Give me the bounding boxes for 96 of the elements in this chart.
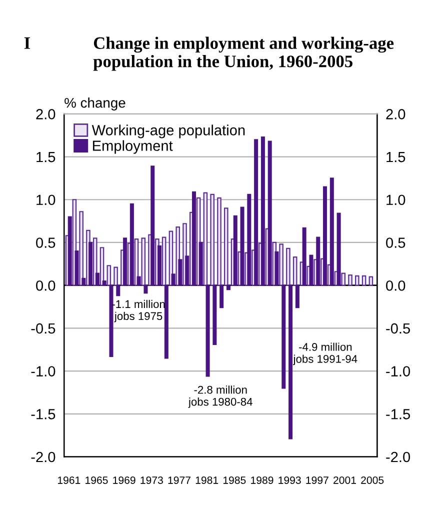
bar [79,211,84,286]
bar [130,203,134,286]
bar [198,242,203,286]
bar [330,178,334,286]
bar [123,238,128,286]
bar [206,284,210,377]
x-tick-label: 1977 [168,476,190,484]
bar [279,244,284,286]
bar [192,191,196,286]
y-tick-label: 2.0 [36,109,56,120]
bar [224,208,228,286]
bar [106,265,112,286]
y2-tick-label: 1.0 [386,194,406,206]
y-tick-label: -0.5 [31,323,56,334]
text: I [24,37,30,49]
y-tick-label: -1.5 [31,409,56,420]
x-tick-label: 1973 [140,476,163,484]
bar [136,276,141,286]
y-axis-title: % change [64,98,126,110]
y-tick-label: -1.0 [31,366,56,376]
annotation: -2.8 million jobs 1980-84 [188,386,252,408]
bar [164,284,168,359]
y2-tick-label: -1.0 [386,366,410,376]
y-tick-label: 0.0 [36,280,56,291]
y2-tick-label: 2.0 [386,109,406,120]
bar [88,242,93,286]
bar [220,284,224,308]
x-tick-label: 1961 [58,476,80,484]
legend-label: Working-age population [92,124,245,138]
bar [217,197,222,286]
x-tick-label: 1981 [196,476,218,484]
y-tick-label: 1.0 [36,194,56,206]
bar [274,251,279,286]
bar [292,256,298,286]
bar [355,275,360,286]
bar [102,280,106,286]
bar [336,212,341,286]
bar [247,194,252,286]
x-tick-label: 2001 [334,476,356,484]
x-tick-label: 1965 [86,476,108,484]
y-tick-label: -2.0 [31,452,56,462]
bar [95,272,100,286]
bar [309,254,314,286]
bar [254,139,258,286]
bar [144,284,148,294]
chart-title: Change in employment and working-age population in the Union, 1960-2005 [93,36,394,71]
y-tick-label: 0.5 [36,238,56,248]
bar [82,278,86,286]
bar [226,284,230,290]
bar [323,186,328,286]
bar [362,275,366,286]
x-tick-label: 1993 [278,476,301,484]
bar [233,215,238,286]
y2-tick-label: -0.5 [386,323,410,334]
bar [171,274,176,286]
bar [348,274,352,286]
x-tick-label: 1997 [306,476,328,484]
bar [141,238,146,286]
bar [210,194,214,286]
bar [68,216,72,286]
bar [302,227,306,286]
bar [178,259,182,286]
bar [316,236,320,286]
y2-tick-label: 0.5 [386,238,406,248]
bar [341,272,346,286]
legend-label: Employment [92,140,173,154]
y2-tick-label: -1.5 [386,409,410,420]
bar [282,284,286,389]
y2-tick-label: 1.5 [386,152,406,162]
bar [100,247,104,286]
x-tick-label: 1969 [113,476,136,484]
bar [185,256,190,286]
x-tick-label: 1989 [251,476,274,484]
y2-tick-label: -2.0 [386,452,410,462]
y-tick-label: 1.5 [36,152,56,162]
bar [288,284,293,440]
annotation: -4.9 million jobs 1991-94 [293,342,358,366]
bar [162,236,166,286]
bar [240,206,244,286]
bar [268,140,272,286]
x-tick-label: 1985 [223,476,246,484]
bar [295,284,300,308]
bar [116,284,120,296]
bar [158,245,162,286]
bar [286,248,290,286]
bar [114,266,118,286]
bar [150,166,155,286]
bar [203,192,208,286]
bar [109,284,114,358]
bar [92,238,98,286]
bar [260,136,265,286]
bar [212,284,217,346]
bar [74,250,79,286]
bar [368,276,374,286]
x-tick-label: 2005 [361,476,384,484]
y2-tick-label: 0.0 [386,280,406,291]
